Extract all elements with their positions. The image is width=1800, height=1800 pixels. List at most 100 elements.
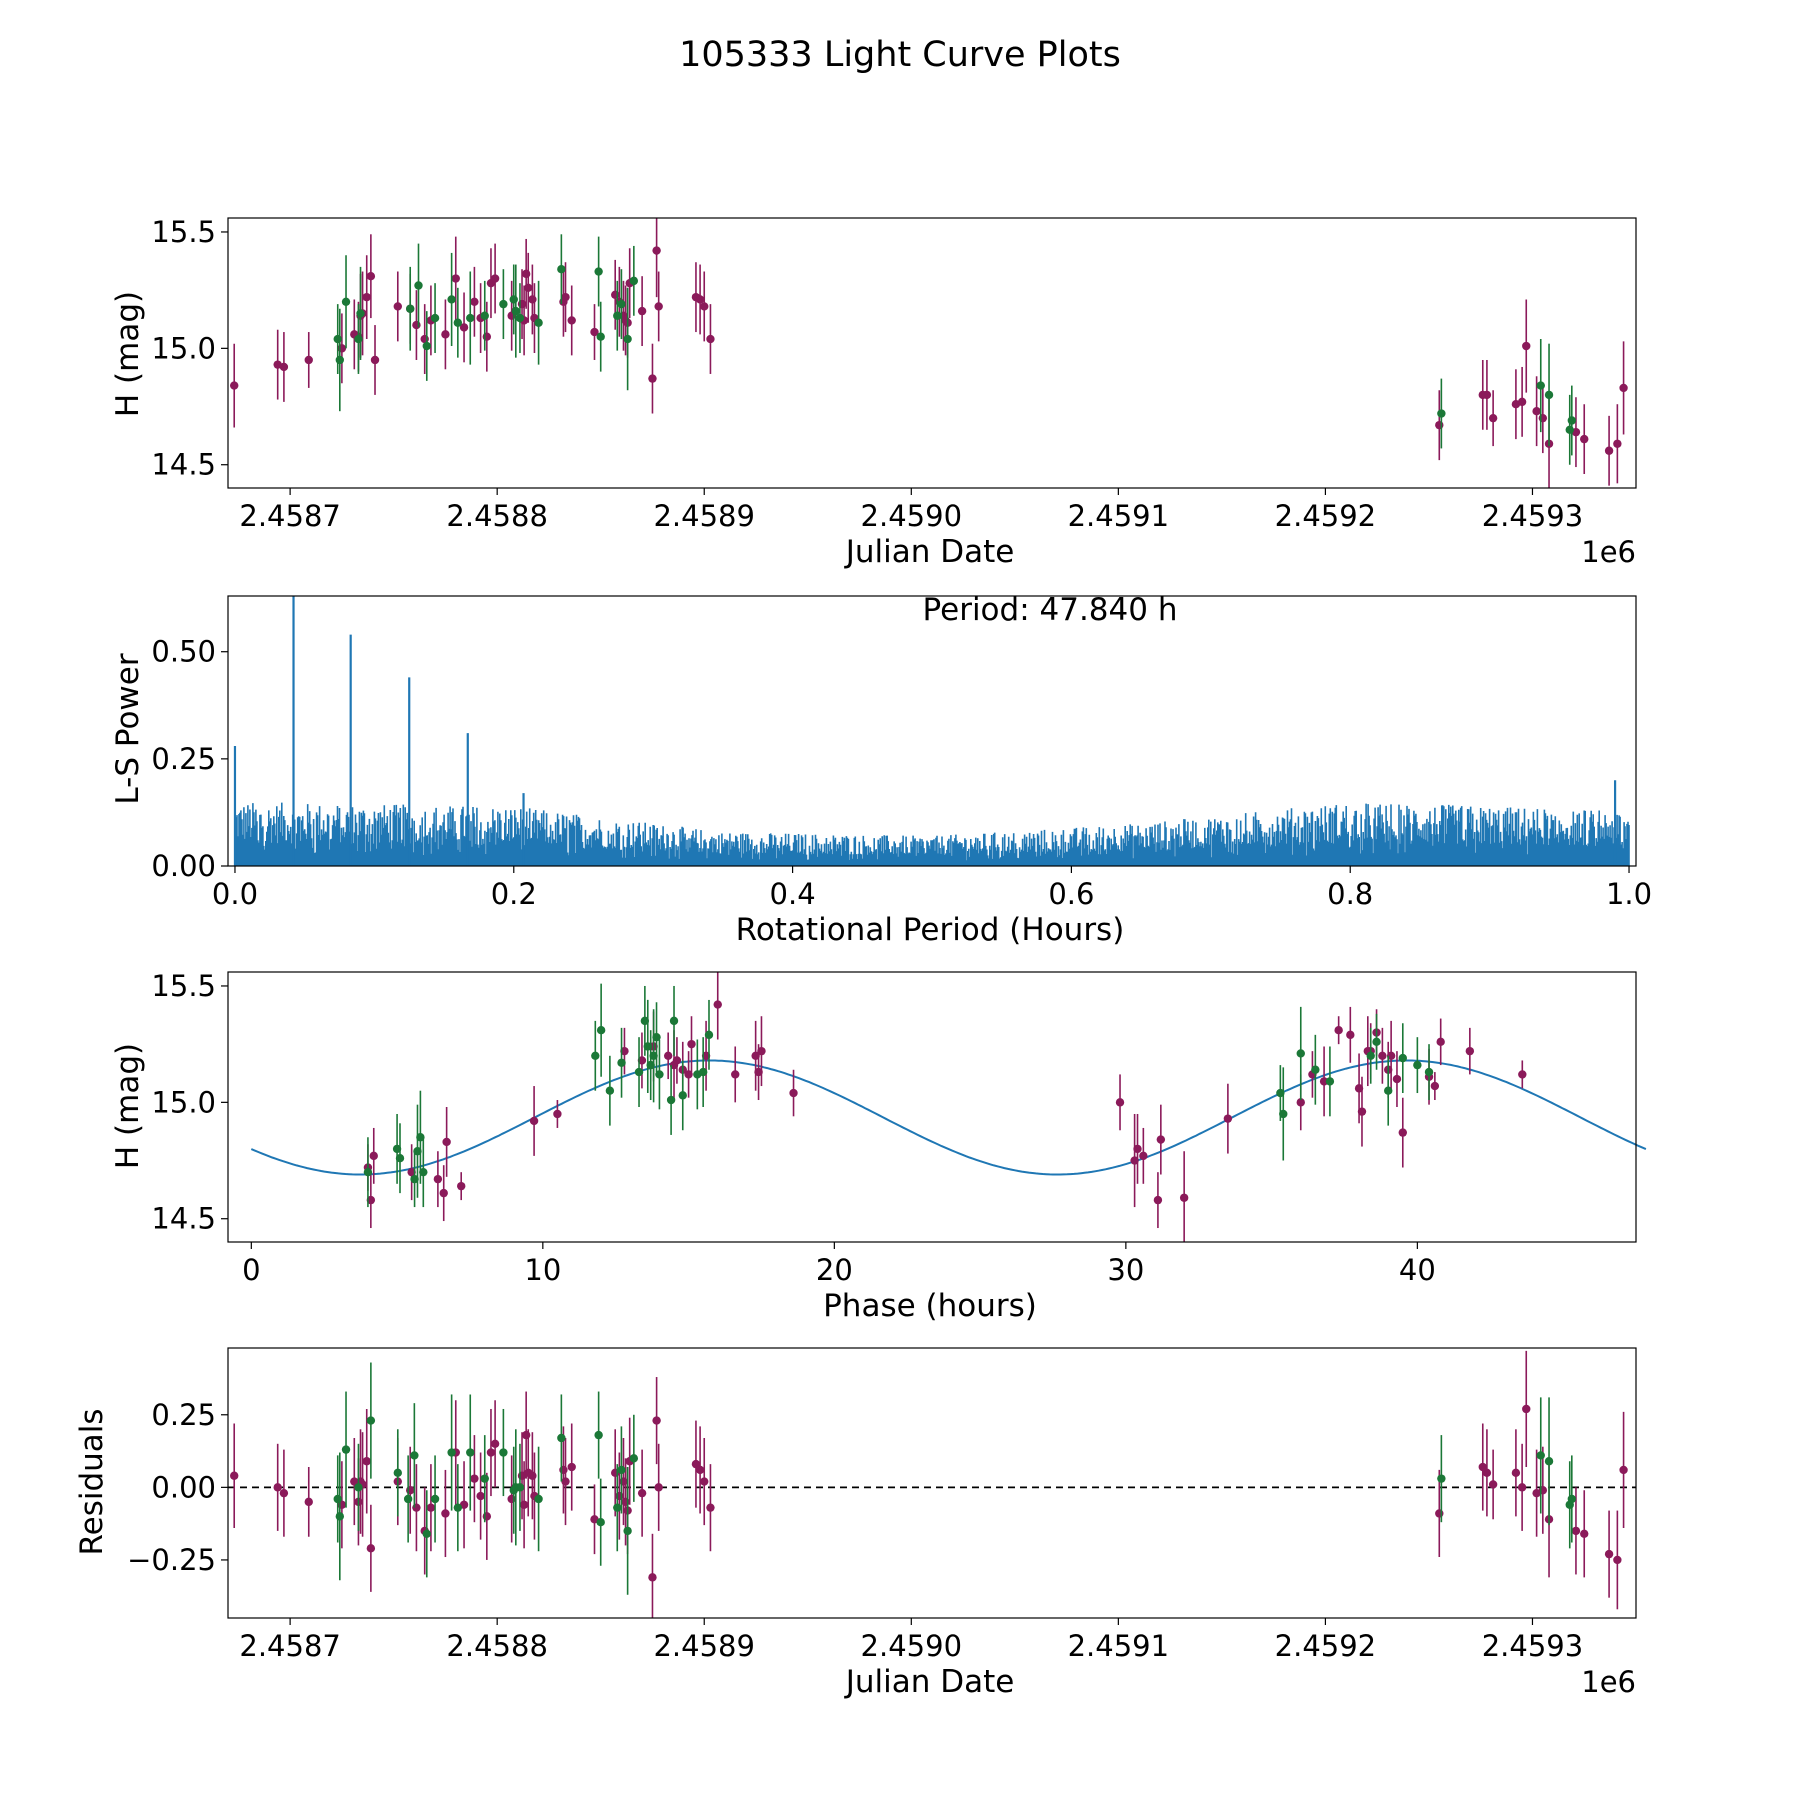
phase-xtick-label: 0 xyxy=(242,1253,260,1287)
light-curve-point-g xyxy=(466,313,475,323)
light-curve-xlabel: Julian Date xyxy=(844,534,1015,570)
phase-point-g xyxy=(643,1042,652,1051)
residuals-point-r xyxy=(1538,1486,1548,1495)
periodogram-xtick-label: 1.0 xyxy=(1606,877,1652,911)
residuals-point-r xyxy=(412,1503,421,1512)
residuals-ytick-label: 0.25 xyxy=(151,1398,216,1432)
light-curve-point-r xyxy=(366,271,376,281)
residuals-point-g xyxy=(466,1448,475,1457)
phase-point-g xyxy=(1311,1065,1320,1074)
phase-point-g xyxy=(419,1167,428,1177)
light-curve-point-r xyxy=(1435,420,1444,430)
periodogram-ytick-label: 0.25 xyxy=(151,742,216,776)
residuals-point-r xyxy=(482,1512,492,1521)
residuals-xtick-label: 2.4588 xyxy=(446,1629,547,1663)
periodogram-xtick-label: 0.6 xyxy=(1048,877,1094,911)
periodogram-xlabel: Rotational Period (Hours) xyxy=(736,912,1125,948)
phase-point-r xyxy=(1392,1074,1402,1084)
phase-point-g xyxy=(1372,1037,1381,1047)
light-curve-point-r xyxy=(654,302,663,311)
phase-point-r xyxy=(439,1188,448,1198)
periodogram-ytick-label: 0.00 xyxy=(151,849,216,883)
light-curve-panel: Julian Date H (mag) 1e6 2.4587 2.4588 2.45… xyxy=(110,215,1637,570)
phase-point-r xyxy=(442,1137,451,1147)
phase-point-g xyxy=(634,1067,644,1077)
residuals-point-r xyxy=(695,1465,705,1475)
light-curve-point-r xyxy=(482,332,492,341)
phase-point-r xyxy=(672,1056,682,1065)
phase-point-g xyxy=(655,1070,664,1079)
residuals-point-g xyxy=(354,1483,363,1492)
phase-point-r xyxy=(1296,1098,1305,1107)
phase-point-r xyxy=(1133,1144,1142,1154)
light-curve-point-r xyxy=(279,362,289,372)
light-curve-point-g xyxy=(1536,381,1545,390)
residuals-point-r xyxy=(350,1477,359,1486)
light-curve-point-r xyxy=(1532,406,1541,416)
light-curve-ylabel: H (mag) xyxy=(110,291,146,417)
residuals-point-g xyxy=(499,1448,508,1457)
light-curve-point-g xyxy=(557,265,566,274)
light-curve-xtick-label: 2.4587 xyxy=(239,499,340,533)
phase-point-r xyxy=(701,1051,711,1060)
light-curve-point-r xyxy=(470,297,479,306)
light-curve-point-g xyxy=(422,341,431,351)
phase-point-g xyxy=(640,1016,650,1026)
periodogram-xtick-label: 0.8 xyxy=(1327,877,1373,911)
phase-point-r xyxy=(731,1070,740,1079)
residuals-point-g xyxy=(1544,1457,1554,1466)
phase-model-curve xyxy=(250,1059,1647,1176)
light-curve-xtick-label: 2.4588 xyxy=(446,499,547,533)
residuals-point-g xyxy=(430,1494,440,1504)
light-curve-point-r xyxy=(528,295,537,304)
phase-point-r xyxy=(754,1067,763,1077)
phase-point-r xyxy=(1346,1030,1355,1040)
residuals-point-r xyxy=(490,1439,500,1449)
residuals-point-r xyxy=(700,1477,709,1486)
light-curve-point-r xyxy=(451,274,460,283)
light-curve-point-r xyxy=(304,355,313,365)
phase-point-g xyxy=(617,1058,626,1067)
phase-point-r xyxy=(1130,1156,1139,1165)
light-curve-point-g xyxy=(511,306,521,316)
light-curve-point-r xyxy=(393,302,402,311)
residuals-xtick-label: 2.4590 xyxy=(861,1629,962,1663)
phase-ytick-label: 14.5 xyxy=(151,1202,216,1236)
phase-xtick-label: 40 xyxy=(1399,1253,1436,1287)
light-curve-xtick-label: 2.4593 xyxy=(1482,499,1583,533)
phase-point-g xyxy=(416,1133,425,1142)
light-curve-point-r xyxy=(441,330,450,339)
residuals-point-r xyxy=(1488,1480,1498,1489)
phase-xtick-label: 20 xyxy=(816,1253,853,1287)
light-curve-point-r xyxy=(1517,397,1527,407)
phase-panel: Phase (hours) H (mag) 0 10 20 30 40 14.5 15.0 1… xyxy=(110,969,1647,1324)
phase-point-r xyxy=(1179,1193,1189,1202)
phase-ylabel: H (mag) xyxy=(110,1043,146,1169)
residuals-point-r xyxy=(561,1477,570,1486)
residuals-point-r xyxy=(521,1430,531,1440)
residuals-point-g xyxy=(617,1465,626,1475)
residuals-point-r xyxy=(1580,1529,1589,1539)
light-curve-point-g xyxy=(499,299,508,309)
phase-point-g xyxy=(698,1067,708,1077)
light-curve-point-g xyxy=(335,355,345,365)
light-curve-point-r xyxy=(611,290,620,300)
phase-point-r xyxy=(1465,1046,1475,1056)
phase-point-r xyxy=(663,1051,673,1060)
residuals-point-r xyxy=(507,1494,516,1504)
light-curve-point-r xyxy=(230,381,239,390)
residuals-point-r xyxy=(1482,1468,1492,1478)
phase-point-g xyxy=(1413,1060,1422,1070)
light-curve-point-r xyxy=(706,334,715,344)
residuals-xtick-label: 2.4589 xyxy=(653,1629,754,1663)
phase-point-g xyxy=(395,1154,405,1163)
residuals-point-r xyxy=(654,1483,663,1492)
residuals-point-r xyxy=(273,1483,282,1492)
phase-point-g xyxy=(649,1051,658,1060)
phase-point-r xyxy=(1334,1025,1343,1035)
residuals-point-r xyxy=(441,1509,450,1518)
light-curve-point-r xyxy=(561,292,570,302)
light-curve-point-r xyxy=(1538,413,1548,423)
phase-point-r xyxy=(637,1056,647,1065)
phase-point-g xyxy=(410,1174,419,1184)
